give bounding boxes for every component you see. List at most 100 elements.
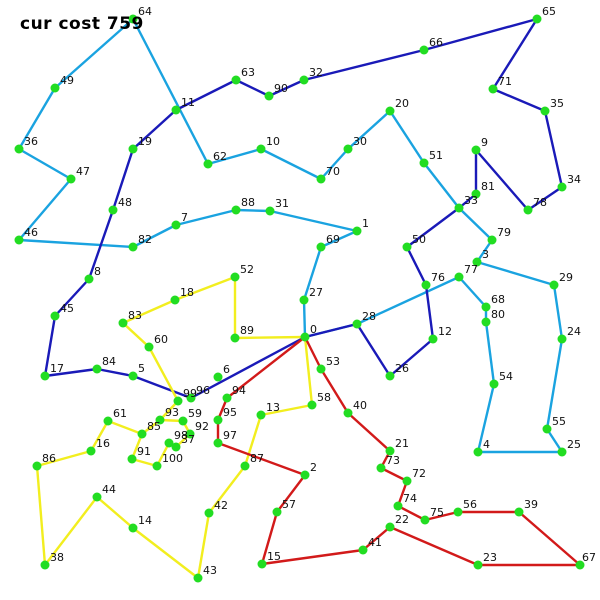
node-dot xyxy=(144,342,154,352)
node-label: 81 xyxy=(481,180,495,193)
node-label: 59 xyxy=(188,407,202,420)
route-edges xyxy=(17,17,582,580)
route-edge xyxy=(424,283,435,341)
node-label: 73 xyxy=(386,454,400,467)
node-dot xyxy=(256,410,266,420)
route-edge xyxy=(319,367,350,415)
node-label: 45 xyxy=(60,302,74,315)
node-dot xyxy=(230,272,240,282)
node-dot xyxy=(127,454,137,464)
node-dot xyxy=(358,545,368,555)
node-label: 34 xyxy=(567,173,581,186)
node-dot xyxy=(256,144,266,154)
node-label: 61 xyxy=(113,407,127,420)
node-label: 37 xyxy=(181,433,195,446)
route-edge xyxy=(319,147,350,181)
node-dot xyxy=(454,203,464,213)
node-label: 29 xyxy=(559,271,573,284)
node-dot xyxy=(186,393,196,403)
node-dot xyxy=(222,393,232,403)
node-label: 10 xyxy=(266,135,280,148)
node-label: 19 xyxy=(138,135,152,148)
node-dot xyxy=(185,429,195,439)
route-edge xyxy=(131,526,200,580)
node-label: 56 xyxy=(463,498,477,511)
route-edge xyxy=(234,208,272,213)
route-edge xyxy=(422,161,461,210)
node-label: 32 xyxy=(309,66,323,79)
node-dot xyxy=(137,429,147,439)
node-label: 8 xyxy=(94,265,101,278)
node-label: 66 xyxy=(429,36,443,49)
node-label: 53 xyxy=(326,355,340,368)
node-dot xyxy=(514,507,524,517)
node-label: 22 xyxy=(395,513,409,526)
route-edge xyxy=(35,464,47,567)
node-label: 84 xyxy=(102,355,116,368)
node-dot xyxy=(316,364,326,374)
node-label: 82 xyxy=(138,233,152,246)
node-label: 28 xyxy=(362,310,376,323)
node-dot xyxy=(402,476,412,486)
node-label: 78 xyxy=(533,196,547,209)
route-edge xyxy=(234,78,271,98)
route-edge xyxy=(474,148,530,212)
node-dot xyxy=(523,205,533,215)
node-dot xyxy=(178,416,188,426)
node-dot xyxy=(453,507,463,517)
node-label: 31 xyxy=(275,197,289,210)
route-edge xyxy=(423,510,460,522)
route-edge xyxy=(106,419,144,436)
node-dot xyxy=(66,174,76,184)
node-label: 64 xyxy=(138,5,152,18)
node-label: 69 xyxy=(326,233,340,246)
route-edge xyxy=(361,525,392,552)
node-dot xyxy=(489,379,499,389)
node-label: 30 xyxy=(353,135,367,148)
node-dot xyxy=(128,242,138,252)
node-label: 35 xyxy=(550,97,564,110)
node-dot xyxy=(352,226,362,236)
route-edge xyxy=(233,335,307,340)
route-edge xyxy=(259,147,323,181)
route-edge xyxy=(545,427,564,454)
node-dot xyxy=(402,242,412,252)
route-edge xyxy=(275,473,307,514)
node-label: 50 xyxy=(412,233,426,246)
route-edge xyxy=(491,17,539,91)
route-edge xyxy=(173,275,237,302)
node-label: 44 xyxy=(102,483,116,496)
node-dot xyxy=(549,280,559,290)
node-label: 14 xyxy=(138,514,152,527)
node-dot xyxy=(108,205,118,215)
node-dot xyxy=(473,447,483,457)
node-dot xyxy=(471,189,481,199)
node-label: 67 xyxy=(582,551,596,564)
route-edge xyxy=(17,177,73,242)
node-dot xyxy=(471,145,481,155)
route-edge xyxy=(196,511,211,580)
node-label: 17 xyxy=(50,362,64,375)
node-dot xyxy=(385,522,395,532)
route-edge xyxy=(225,335,307,400)
node-label: 68 xyxy=(491,293,505,306)
route-edge xyxy=(379,466,409,483)
route-edge xyxy=(388,337,435,378)
route-edge xyxy=(17,147,73,181)
node-dot xyxy=(393,501,403,511)
route-edge xyxy=(43,314,57,378)
route-edge xyxy=(43,495,99,567)
node-label: 2 xyxy=(310,461,317,474)
route-edge xyxy=(243,413,263,468)
route-edge xyxy=(484,320,496,386)
route-edge xyxy=(476,382,496,454)
node-dot xyxy=(316,242,326,252)
node-label: 43 xyxy=(203,564,217,577)
route-edge xyxy=(174,78,238,112)
node-label: 60 xyxy=(154,333,168,346)
node-label: 38 xyxy=(50,551,64,564)
node-dot xyxy=(307,400,317,410)
node-dot xyxy=(193,573,203,583)
